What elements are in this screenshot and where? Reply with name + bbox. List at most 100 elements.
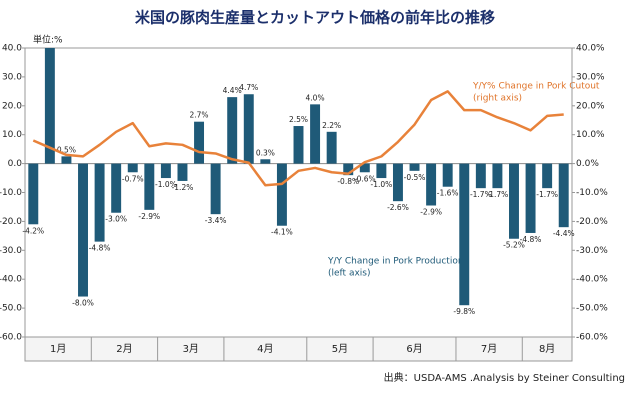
bar (376, 163, 387, 179)
y-tick-label: -40.0 (0, 275, 22, 285)
bar-label: 4.7% (239, 83, 258, 92)
y-tick-label: -30.0 (0, 246, 22, 256)
bar (61, 156, 72, 164)
y-tick-label: 0.0 (8, 159, 23, 169)
bar (160, 163, 171, 179)
y-tick-label: -50.0 (0, 304, 22, 314)
bar-legend: Y/Y Change in Pork Production (327, 257, 464, 267)
y2-tick-label: 10.0% (576, 130, 605, 140)
bar (276, 163, 287, 226)
y2-tick-label: -30.0% (576, 246, 608, 256)
y2-tick-label: 0.0% (576, 159, 599, 169)
line-legend-note: (right axis) (473, 94, 522, 104)
month-label: 2月 (116, 343, 132, 355)
bar-label: 0.3% (256, 148, 275, 157)
bar (542, 163, 553, 189)
bar (127, 163, 138, 173)
bar-label: -4.1% (271, 228, 293, 237)
bar (227, 97, 238, 164)
bar-label: -0.7% (122, 174, 144, 183)
bar (359, 163, 370, 173)
bar (210, 163, 221, 215)
bar-label: -5.2% (503, 241, 525, 250)
y-tick-label: 10.0 (2, 130, 22, 140)
y-tick-label: -10.0 (0, 188, 22, 198)
line-legend: Y/Y% Change in Pork Cutout (472, 82, 600, 92)
y2-tick-label: -20.0% (576, 217, 608, 227)
month-label: 8月 (539, 343, 555, 355)
y2-tick-label: -50.0% (576, 304, 608, 314)
bar (558, 163, 569, 228)
bar-label: -3.4% (205, 216, 227, 225)
month-label: 7月 (481, 343, 497, 355)
bar (525, 163, 536, 233)
bar-label: -9.8% (453, 307, 475, 316)
bar-label: -4.8% (89, 244, 111, 253)
bar (94, 163, 105, 242)
bar-label: 2.2% (322, 121, 341, 130)
unit-label: 単位:% (33, 34, 63, 46)
bar-label: 2.7% (190, 111, 209, 120)
bar-label: -2.9% (420, 208, 442, 217)
bar (426, 163, 437, 206)
bar-label: -2.6% (387, 203, 409, 212)
bar-label: -1.2% (172, 183, 194, 192)
bar (144, 163, 155, 210)
bar-label: 0.5% (57, 145, 76, 154)
bar (326, 131, 337, 164)
bar (442, 163, 453, 187)
bar (78, 163, 88, 297)
bar (260, 159, 271, 164)
bar-label: -1.6% (437, 189, 459, 198)
month-label: 1月 (50, 343, 66, 355)
bar (459, 163, 470, 306)
bar (243, 94, 254, 164)
bar-label: -1.0% (370, 180, 392, 189)
bar-legend-note: (left axis) (328, 269, 371, 279)
bar-label: -1.7% (487, 190, 509, 199)
month-band (24, 336, 573, 362)
y-tick-label: 30.0 (2, 72, 22, 82)
bar-label: -0.8% (337, 177, 359, 186)
bar-label: -8.0% (72, 299, 94, 308)
source: 出典：USDA-AMS .Analysis by Steiner Consult… (384, 371, 625, 384)
chart-title: 米国の豚肉生産量とカットアウト価格の前年比の推移 (135, 9, 495, 27)
month-label: 6月 (406, 343, 422, 355)
bar (409, 163, 420, 171)
bar-label: 4.4% (223, 86, 242, 95)
month-label: 3月 (183, 343, 199, 355)
bar-label: -1.7% (536, 190, 558, 199)
bar (310, 104, 321, 164)
bar-label: -2.9% (138, 212, 160, 221)
bar (111, 163, 122, 213)
month-label: 4月 (257, 343, 273, 355)
y-tick-label: 40.0 (2, 44, 22, 54)
bar (44, 48, 55, 164)
bar-label: -1.0% (155, 180, 177, 189)
cutout-line (32, 90, 564, 187)
bar-label: -1.7% (470, 190, 492, 199)
y2-tick-label: -40.0% (576, 275, 608, 285)
y2-tick-label: -60.0% (576, 333, 608, 343)
bar-label: 2.5% (289, 115, 308, 124)
bar (194, 121, 205, 164)
bar (28, 163, 39, 225)
y2-tick-label: 40.0% (576, 44, 605, 54)
y-tick-label: -60.0 (0, 333, 22, 343)
y2-tick-label: -10.0% (576, 188, 608, 198)
bar-label: -0.6% (354, 174, 376, 183)
bar-label: 4.0% (306, 93, 325, 102)
month-label: 5月 (332, 343, 348, 355)
bar-label: -4.8% (520, 235, 542, 244)
y-tick-label: 20.0 (2, 101, 22, 111)
bar (492, 163, 503, 189)
y-tick-label: -20.0 (0, 217, 22, 227)
bar (392, 163, 403, 202)
bar (475, 163, 486, 189)
bar-label: -0.5% (404, 173, 426, 182)
bar (343, 163, 354, 176)
bar-label: -4.2% (22, 226, 44, 235)
y2-tick-label: 30.0% (576, 72, 605, 82)
bar-label: -4.4% (553, 229, 575, 238)
